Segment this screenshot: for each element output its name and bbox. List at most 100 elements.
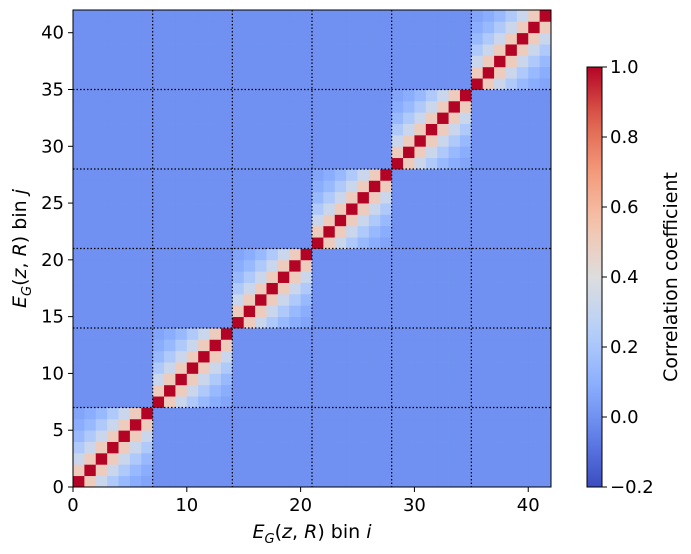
heatmap-cell [425,123,438,136]
y-tick-label: 30 [41,136,64,157]
y-tick-label: 35 [41,80,64,101]
heatmap-cell [403,441,415,454]
heatmap-cell [107,475,119,488]
heatmap-cell [414,180,427,193]
heatmap-cell [255,180,267,193]
heatmap-cell [277,191,290,204]
heatmap-cell [209,191,222,204]
heatmap-cell [129,89,142,102]
heatmap-cell [141,339,154,352]
heatmap-cell [516,191,529,204]
heatmap-cell [73,146,85,159]
heatmap-cell [448,339,461,352]
heatmap-cell [346,282,358,295]
heatmap-cell [323,112,336,124]
heatmap-cell [391,78,404,90]
heatmap-cell [232,203,245,215]
heatmap-cell [107,78,119,90]
heatmap-cell [175,169,188,181]
heatmap-cell [266,89,279,102]
heatmap-cell [380,452,393,465]
heatmap-cell [380,328,393,340]
heatmap-cell [505,123,518,136]
heatmap-cell [437,225,449,238]
heatmap-cell [471,21,484,34]
heatmap-cell [334,350,347,363]
heatmap-cell [323,316,336,329]
heatmap-cell [198,146,210,159]
heatmap-cell [277,271,290,283]
heatmap-cell [425,21,438,34]
heatmap-cell [118,282,131,295]
heatmap-cell [289,396,302,408]
heatmap-cell [346,373,358,386]
heatmap-cell [152,180,165,193]
heatmap-cell [243,396,256,408]
heatmap-cell [255,78,267,90]
heatmap-cell [243,305,256,318]
heatmap-cell [209,21,222,34]
heatmap-cell [425,225,438,238]
heatmap-cell [425,89,438,102]
heatmap-cell [243,157,256,170]
heatmap-cell [368,248,381,261]
heatmap-cell [346,418,358,431]
heatmap-cell [403,134,415,147]
heatmap-cell [175,328,188,340]
heatmap-cell [494,21,506,34]
heatmap-cell [232,339,245,352]
heatmap-cell [243,134,256,147]
heatmap-cell [300,21,313,34]
heatmap-cell [129,271,142,283]
heatmap-cell [198,78,210,90]
heatmap-cell [334,214,347,227]
heatmap-cell [118,441,131,454]
heatmap-cell [186,305,199,318]
heatmap-cell [84,396,97,408]
heatmap-cell [323,293,336,306]
heatmap-cell [448,396,461,408]
heatmap-cell [243,100,256,113]
heatmap-cell [107,191,119,204]
heatmap-cell [209,32,222,45]
heatmap-cell [300,203,313,215]
heatmap-cell [528,464,541,477]
heatmap-cell [84,89,97,102]
heatmap-cell [368,89,381,102]
heatmap-cell [334,305,347,318]
heatmap-cell [357,328,370,340]
heatmap-cell [448,316,461,329]
heatmap-cell [312,214,324,227]
heatmap-cell [425,66,438,79]
heatmap-cell [232,396,245,408]
heatmap-cell [505,146,518,159]
heatmap-cell [209,180,222,193]
heatmap-cell [152,373,165,386]
heatmap-cell [243,214,256,227]
heatmap-cell [220,225,233,238]
heatmap-cell [73,384,85,397]
heatmap-cell [198,225,210,238]
heatmap-cell [118,384,131,397]
heatmap-cell [300,305,313,318]
heatmap-cell [209,362,222,374]
heatmap-cell [539,55,552,68]
heatmap-cell [198,339,210,352]
heatmap-cell [425,237,438,249]
heatmap-cell [141,203,154,215]
heatmap-cell [425,203,438,215]
heatmap-cell [312,89,324,102]
x-tick-label: 10 [175,495,198,516]
heatmap-cell [459,157,472,170]
heatmap-cell [141,134,154,147]
heatmap-cell [505,316,518,329]
heatmap-cell [323,78,336,90]
heatmap-cell [437,328,449,340]
heatmap-cell [255,123,267,136]
heatmap-cell [494,282,506,295]
heatmap-cell [368,282,381,295]
heatmap-cell [448,112,461,124]
heatmap-cell [312,21,324,34]
heatmap-cells [73,10,552,488]
heatmap-cell [414,339,427,352]
